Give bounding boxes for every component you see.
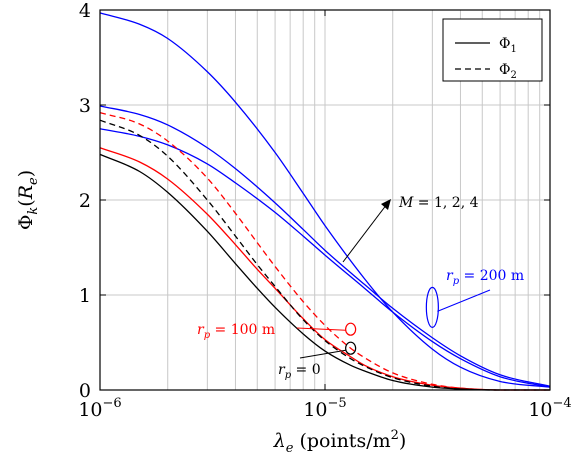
axis-ticks: 10−6 10−5 10−4 0 1 2 3 4	[78, 0, 571, 421]
series-line	[99, 128, 551, 388]
grid-lines	[100, 10, 550, 390]
annotation-label-r0: rp = 0	[278, 362, 321, 381]
series-line	[99, 105, 551, 387]
annotation-leader-r0	[299, 349, 346, 359]
annotations: M = 1, 2, 4 rp = 200 m rp = 100 m rp = 0	[197, 195, 524, 381]
x-tick-label: 10−4	[528, 396, 571, 421]
y-tick-label: 1	[79, 285, 91, 307]
legend-label: Φ1	[499, 36, 517, 55]
legend-box	[442, 18, 543, 82]
annotation-arrow-head	[381, 199, 391, 210]
x-tick-label: 10−5	[303, 396, 346, 421]
annotation-leader-r200	[437, 289, 491, 312]
series-lines	[99, 12, 551, 391]
annotation-leader-r100	[296, 327, 346, 331]
x-axis-label: λe (points/m2)	[273, 428, 407, 456]
y-tick-label: 2	[79, 190, 91, 212]
x-tick-label: 10−6	[78, 396, 121, 421]
highlight-ellipse	[345, 341, 357, 355]
series-line	[99, 119, 550, 391]
y-tick-label: 0	[79, 380, 91, 402]
highlight-ellipse	[425, 286, 439, 328]
legend-label: Φ2	[499, 62, 517, 81]
annotation-label-m: M = 1, 2, 4	[398, 195, 479, 211]
y-axis-label: Φk(Re)	[15, 170, 41, 230]
y-tick-label: 4	[79, 0, 91, 22]
series-line	[99, 12, 551, 388]
y-tick-label: 3	[79, 95, 91, 117]
annotation-label-r100: rp = 100 m	[197, 322, 275, 341]
series-line	[99, 111, 550, 391]
highlight-ellipse	[345, 322, 357, 336]
annotation-arrow-line	[342, 203, 388, 263]
annotation-label-r200: rp = 200 m	[446, 268, 524, 287]
